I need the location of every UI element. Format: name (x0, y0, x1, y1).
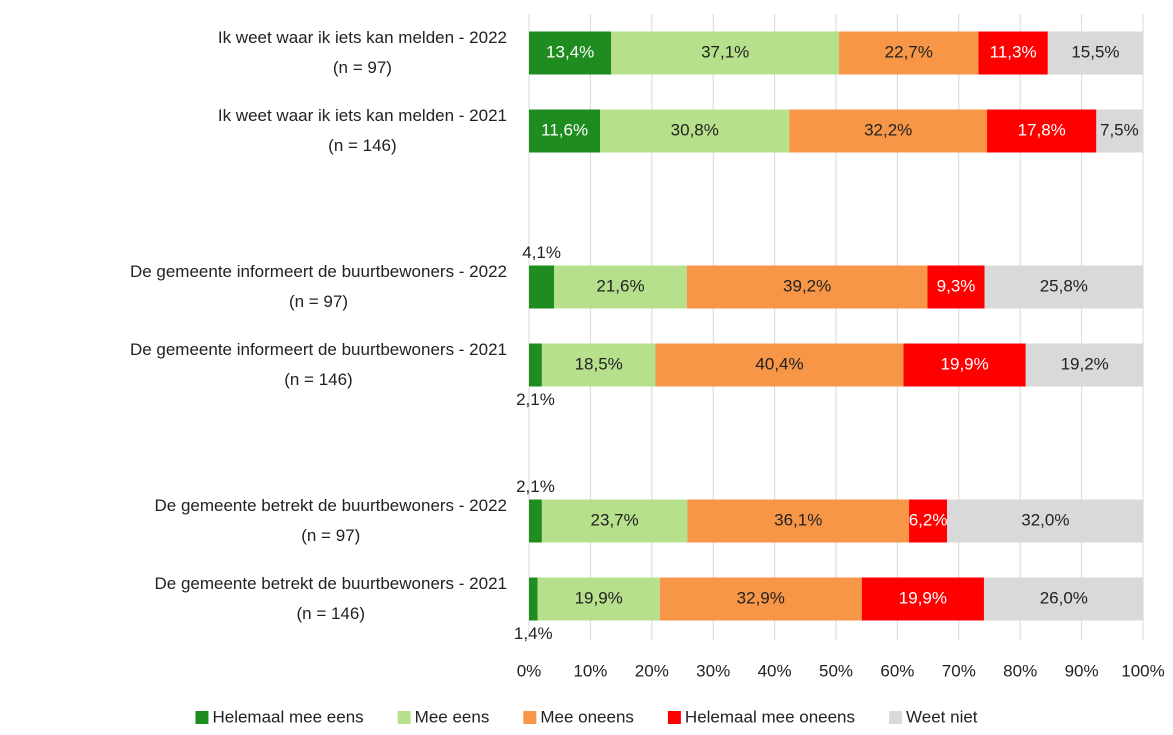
data-label: 37,1% (701, 42, 749, 61)
data-label: 11,6% (541, 120, 588, 139)
x-tick-label: 30% (696, 661, 730, 680)
bar-segment (789, 109, 988, 153)
data-label: 21,6% (596, 276, 644, 295)
legend: Helemaal mee eens Mee eens Mee oneens Helem… (195, 707, 978, 726)
x-tick-label: 50% (819, 661, 853, 680)
bar-segment (687, 499, 910, 543)
data-label: 36,1% (774, 510, 822, 529)
legend-label: Helemaal mee oneens (685, 707, 855, 726)
x-tick-label: 40% (758, 661, 792, 680)
bar-segment (529, 499, 542, 543)
bar-segment (903, 343, 1026, 387)
legend-swatch (667, 711, 681, 724)
bar-segment (861, 577, 984, 621)
legend-swatch (889, 711, 903, 724)
bar-segment (1047, 31, 1143, 75)
data-label: 19,9% (575, 588, 623, 607)
category-label: De gemeente betrekt de buurtbewoners - 2… (154, 574, 507, 623)
data-label: 2,1% (516, 390, 555, 409)
data-label: 9,3% (937, 276, 976, 295)
bar-segment (529, 577, 538, 621)
bar-segment (987, 109, 1097, 153)
bar-segment (537, 577, 660, 621)
data-label: 19,9% (941, 354, 989, 373)
legend-label: Weet niet (906, 707, 978, 726)
bar-segment (1025, 343, 1144, 387)
x-tick-label: 60% (880, 661, 914, 680)
data-label: 1,4% (514, 624, 553, 643)
data-label: 18,5% (575, 354, 623, 373)
data-label: 7,5% (1100, 120, 1139, 139)
x-tick-label: 90% (1065, 661, 1099, 680)
bar-segment (541, 343, 656, 387)
category-label: De gemeente informeert de buurtbewoners … (129, 340, 507, 389)
category-label: De gemeente informeert de buurtbewoners … (129, 262, 507, 311)
data-label: 17,8% (1018, 120, 1066, 139)
bar-segment (611, 31, 840, 75)
legend-label: Helemaal mee eens (212, 707, 363, 726)
data-label: 22,7% (885, 42, 933, 61)
data-label: 25,8% (1040, 276, 1088, 295)
bar-segment (600, 109, 790, 153)
x-tick-label: 10% (573, 661, 607, 680)
data-label: 32,9% (737, 588, 785, 607)
bar-segment (529, 109, 601, 153)
x-tick-label: 100% (1121, 661, 1164, 680)
bar-segment (983, 577, 1144, 621)
bar-segment (927, 265, 985, 309)
bar-segment (529, 31, 612, 75)
x-tick-label: 80% (1003, 661, 1037, 680)
bar-segment (655, 343, 904, 387)
data-label: 11,3% (990, 42, 1037, 61)
bar-segment (529, 265, 555, 309)
bar-segment (554, 265, 687, 309)
legend-swatch (397, 711, 411, 724)
data-label: 26,0% (1040, 588, 1088, 607)
x-tick-label: 0% (517, 661, 542, 680)
data-label: 23,7% (591, 510, 639, 529)
data-label: 32,2% (864, 120, 912, 139)
bar-segment (659, 577, 862, 621)
data-label: 4,1% (522, 243, 561, 262)
data-label: 19,2% (1061, 354, 1109, 373)
category-label: De gemeente betrekt de buurtbewoners - 2… (154, 496, 507, 545)
data-label: 39,2% (783, 276, 831, 295)
bar-segment (978, 31, 1048, 75)
data-label: 32,0% (1021, 510, 1069, 529)
bar-segment (909, 499, 948, 543)
data-label: 19,9% (899, 588, 947, 607)
legend-swatch (195, 711, 209, 724)
data-label: 6,2% (909, 510, 948, 529)
data-label: 15,5% (1071, 42, 1119, 61)
bar-segment (947, 499, 1144, 543)
legend-label: Mee eens (415, 707, 490, 726)
data-label: 2,1% (516, 477, 555, 496)
x-tick-label: 70% (942, 661, 976, 680)
data-label: 13,4% (546, 42, 594, 61)
bar-segment (839, 31, 979, 75)
x-tick-label: 20% (635, 661, 669, 680)
bar-segment (984, 265, 1143, 309)
bar-segment (529, 343, 542, 387)
legend-swatch (523, 711, 537, 724)
data-label: 30,8% (671, 120, 719, 139)
bar-segment (686, 265, 928, 309)
legend-label: Mee oneens (540, 707, 634, 726)
category-label: Ik weet waar ik iets kan melden - 2021 (… (217, 106, 507, 155)
bar-segment (541, 499, 688, 543)
bar-segment (1096, 109, 1143, 153)
category-label: Ik weet waar ik iets kan melden - 2022 (… (217, 28, 507, 77)
data-label: 40,4% (755, 354, 803, 373)
